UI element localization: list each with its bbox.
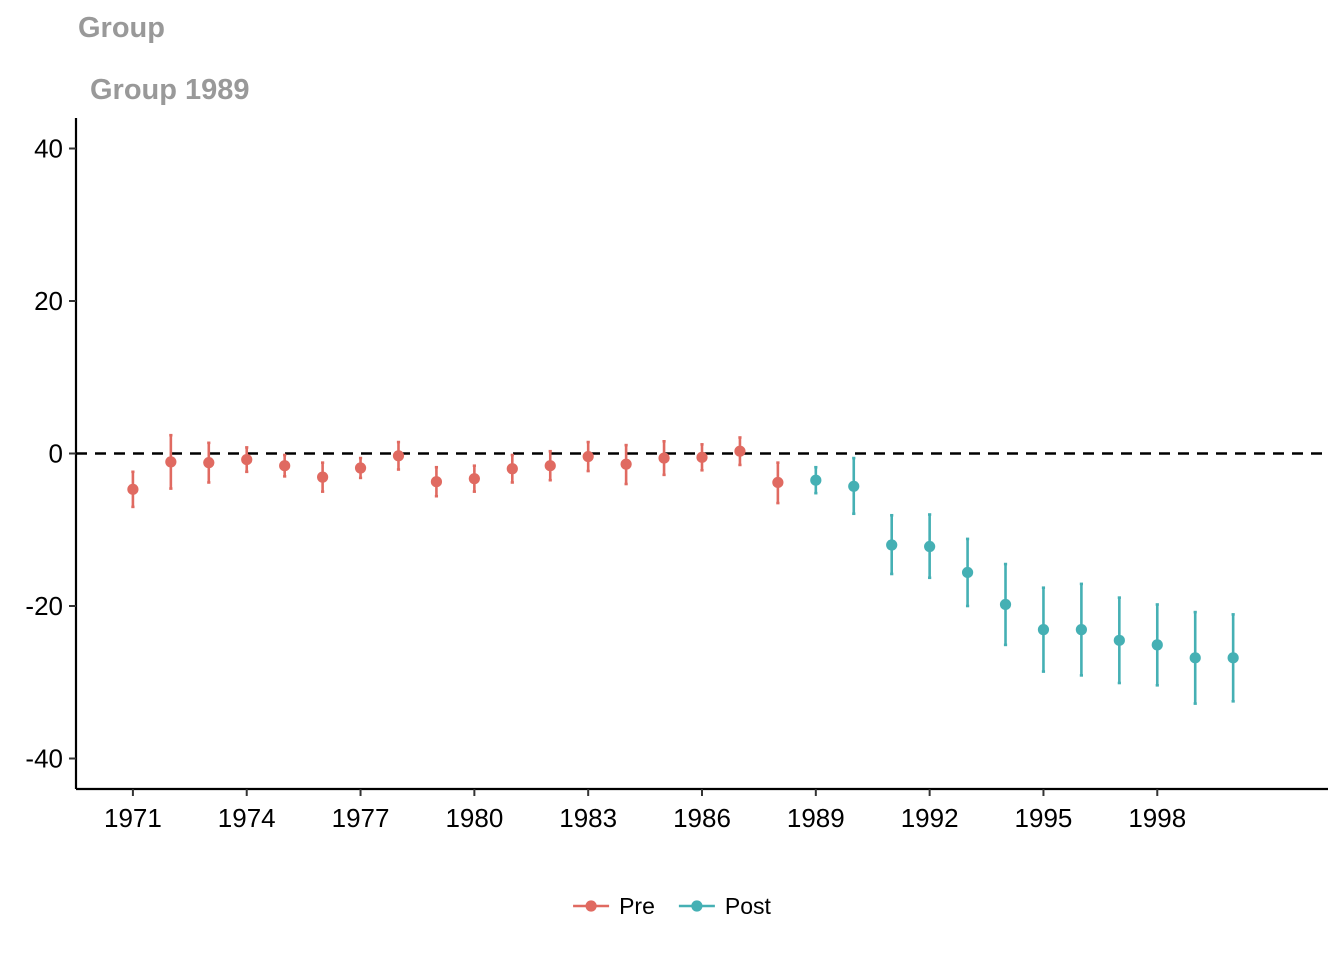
- data-point: [658, 452, 670, 464]
- data-point: [1037, 624, 1050, 636]
- data-point: [620, 458, 632, 470]
- x-tick-label: 1998: [1128, 803, 1186, 833]
- data-point: [317, 471, 329, 483]
- data-point: [886, 539, 898, 551]
- data-point: [1113, 634, 1125, 646]
- x-tick-label: 1980: [445, 803, 503, 833]
- chart-subtitle: Group 1989: [90, 74, 250, 106]
- data-point: [924, 540, 936, 553]
- y-tick-label: 20: [34, 286, 63, 316]
- x-tick-label: 1995: [1015, 803, 1073, 833]
- data-point: [1075, 624, 1087, 636]
- data-point: [165, 456, 177, 468]
- data-point: [203, 457, 215, 469]
- y-tick-label: 40: [34, 134, 63, 164]
- data-point: [1151, 639, 1163, 651]
- data-point: [127, 483, 139, 495]
- x-tick-label: 1992: [901, 803, 959, 833]
- chart-title: Group: [78, 12, 165, 44]
- data-point: [999, 598, 1012, 611]
- y-tick-label: -40: [25, 744, 63, 774]
- data-point: [734, 445, 746, 457]
- legend-key-point: [585, 900, 597, 912]
- data-point: [961, 566, 974, 579]
- data-point: [848, 480, 860, 492]
- y-tick-label: 0: [49, 439, 63, 469]
- data-point: [279, 460, 291, 472]
- data-point: [582, 450, 594, 463]
- legend-key-point: [691, 900, 703, 912]
- series-pre: [127, 433, 784, 509]
- data-point: [1189, 652, 1201, 664]
- data-point: [430, 476, 443, 488]
- legend: Pre Post: [573, 893, 772, 919]
- legend-label: Pre: [619, 893, 655, 919]
- x-tick-label: 1986: [673, 803, 731, 833]
- legend-label: Post: [725, 893, 772, 919]
- y-tick-label: -20: [25, 591, 63, 621]
- data-point: [241, 454, 253, 466]
- x-tick-label: 1983: [559, 803, 617, 833]
- legend-item-post: Post: [678, 893, 772, 919]
- data-point: [810, 474, 822, 486]
- series-post: [810, 456, 1239, 705]
- data-point: [468, 473, 480, 485]
- data-point: [392, 450, 405, 462]
- x-tick-label: 1974: [218, 803, 276, 833]
- plot-marks: [127, 433, 1239, 705]
- x-tick-label: 1989: [787, 803, 845, 833]
- x-tick-label: 1971: [104, 803, 162, 833]
- data-point: [696, 451, 708, 463]
- axes: -40 -20 0 20 40 1971 1974 1977 1980 1983 1986 1989 1…: [25, 118, 1328, 833]
- legend-item-pre: Pre: [573, 893, 655, 919]
- x-tick-label: 1977: [332, 803, 390, 833]
- data-point: [506, 463, 518, 475]
- data-point: [544, 460, 556, 472]
- data-point: [1227, 652, 1239, 664]
- data-point: [354, 462, 367, 474]
- data-point: [772, 476, 784, 489]
